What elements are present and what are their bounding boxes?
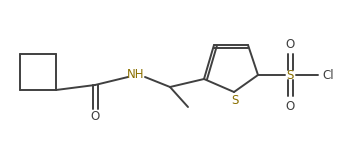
Text: O: O <box>285 37 295 51</box>
Text: O: O <box>285 100 295 112</box>
Text: NH: NH <box>127 67 145 81</box>
Text: S: S <box>231 93 239 106</box>
Text: S: S <box>286 69 294 81</box>
Text: Cl: Cl <box>322 69 334 81</box>
Text: O: O <box>90 110 100 122</box>
